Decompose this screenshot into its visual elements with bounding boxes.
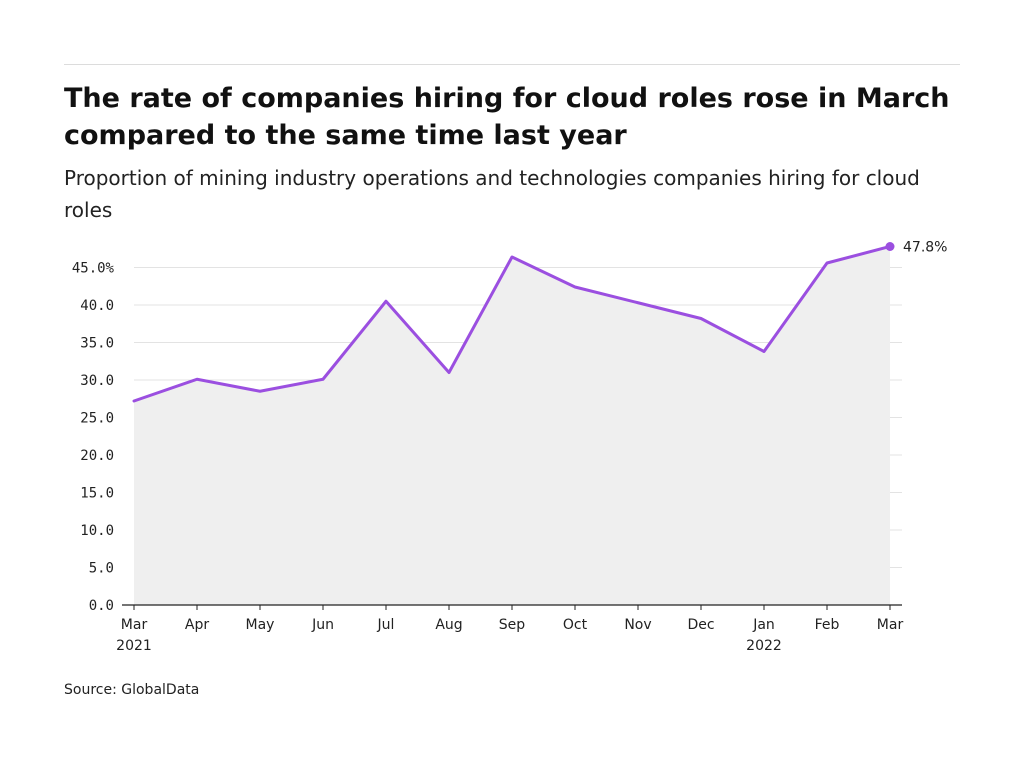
x-tick-label: Nov [624, 617, 651, 633]
y-axis-ticks: 0.0 5.0 10.0 15.0 20.0 25.0 30.0 35.0 40.0 45.0% [72, 261, 115, 615]
end-point [885, 242, 895, 251]
x-tick-label: Mar [877, 617, 904, 633]
end-value-label: 47.8% [903, 240, 947, 256]
chart-title: The rate of companies hiring for cloud r… [64, 83, 950, 151]
x-tick-label: May [246, 617, 275, 633]
x-tick-label: Sep [499, 617, 526, 633]
top-rule [64, 64, 960, 65]
x-tick-label: Jul [377, 617, 395, 633]
y-tick-label: 10.0 [80, 523, 114, 539]
y-tick-label: 40.0 [80, 298, 114, 314]
y-tick-label: 25.0 [80, 411, 114, 427]
x-tick-label: Mar [121, 617, 148, 633]
x-tick-label: Dec [687, 617, 714, 633]
y-tick-label: 30.0 [80, 373, 114, 389]
data-points [885, 242, 895, 251]
source-note: Source: GlobalData [64, 682, 200, 698]
y-tick-label: 0.0 [89, 598, 114, 614]
x-tick-year-label: 2021 [116, 638, 152, 654]
y-tick-label: 5.0 [89, 561, 114, 577]
series-line [132, 245, 892, 403]
y-tick-label: 45.0% [72, 261, 115, 277]
x-tick-label: Apr [185, 617, 209, 633]
x-tick-label: Aug [435, 617, 462, 633]
y-tick-label: 20.0 [80, 448, 114, 464]
x-tick-label: Oct [563, 617, 588, 633]
x-tick-label: Jun [311, 617, 334, 633]
y-tick-label: 35.0 [80, 336, 114, 352]
area-fill [134, 246, 890, 605]
chart-subtitle: Proportion of mining industry operations… [64, 166, 920, 222]
x-tick-label: Feb [815, 617, 840, 633]
x-tick-label: Jan [752, 617, 775, 633]
y-tick-label: 15.0 [80, 486, 114, 502]
x-tick-year-label: 2022 [746, 638, 782, 654]
x-axis-ticks: Mar 2021 Apr May Jun Jul Aug Sep Oct Nov Dec Jan 202… [116, 605, 903, 654]
